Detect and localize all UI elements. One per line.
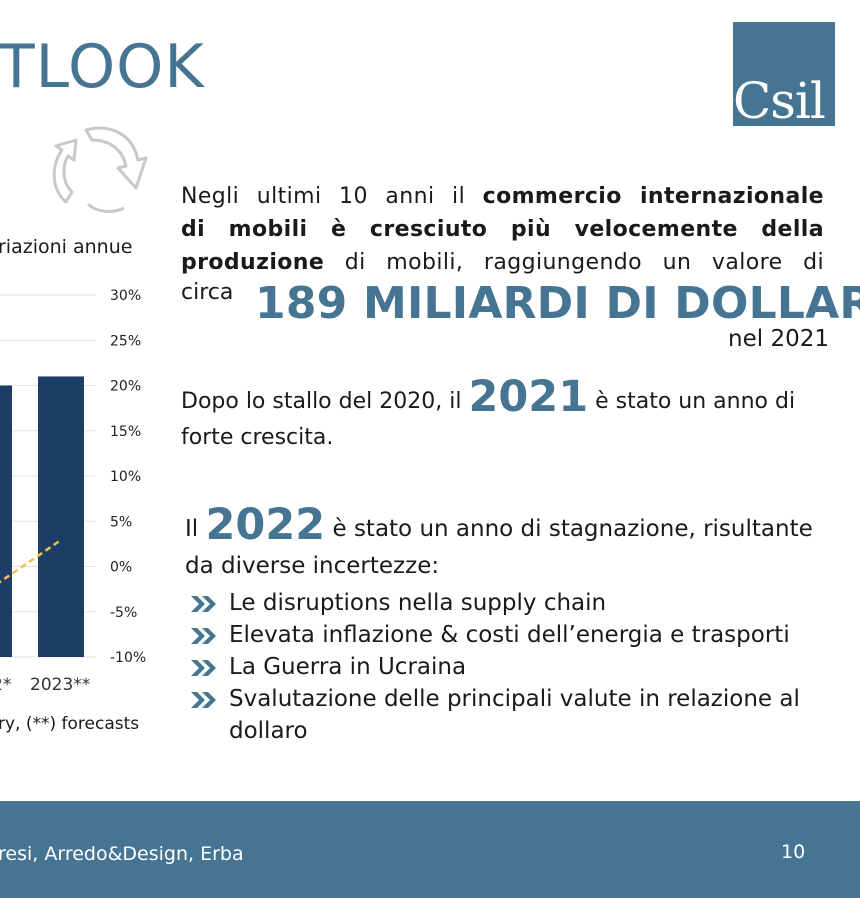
x-tick-label: 2*	[0, 675, 11, 695]
list-item: Svalutazione delle principali valute in …	[190, 683, 850, 747]
headline-value: 189 MILIARDI DI DOLLARI	[255, 278, 860, 329]
page-number: 10	[781, 841, 806, 863]
year-2021: 2021	[468, 372, 589, 422]
text-span: Negli ultimi 10 anni il	[181, 184, 483, 209]
list-item: Elevata inflazione & costi dell’energia …	[190, 619, 850, 651]
bold-span: commercio internazionale	[482, 184, 824, 209]
list-item: La Guerra in Ucraina	[190, 651, 850, 683]
paragraph-2022: Il 2022 è stato un anno di stagnazione, …	[185, 504, 845, 585]
list-item: Le disruptions nella supply chain	[190, 587, 850, 619]
y-tick-label: 5%	[110, 514, 132, 530]
double-chevron-icon	[191, 692, 216, 708]
slide-title: TLOOK	[0, 32, 205, 102]
year-2022: 2022	[205, 500, 326, 550]
chart-label: riazioni annue	[0, 236, 133, 258]
forecast-line	[0, 538, 63, 584]
bar-chart: 30% 25% 20% 15% 10% 5% 0% -5% -10% 2* 2023**	[0, 288, 146, 695]
bold-span: produzione	[181, 250, 325, 275]
text-span: Il	[185, 516, 206, 542]
bar	[38, 376, 84, 657]
y-tick-label: 0%	[110, 560, 132, 576]
double-chevron-icon	[191, 596, 216, 612]
chart-bars	[0, 376, 84, 657]
double-chevron-icon	[191, 628, 216, 644]
footer-text: resi, Arredo&Design, Erba	[0, 843, 244, 865]
y-tick-label: 10%	[110, 469, 141, 485]
text-span: di mobili, raggiungendo un valore di	[324, 250, 824, 275]
text-span: è stato un anno di stagnazione, risultan…	[185, 516, 813, 579]
uncertainty-list: Le disruptions nella supply chain Elevat…	[190, 587, 850, 747]
refresh-cycle-icon	[52, 126, 148, 213]
chart-footnote: ry, (**) forecasts	[0, 714, 140, 734]
y-tick-label: 25%	[110, 333, 141, 349]
paragraph-trade-growth: Negli ultimi 10 anni il commercio intern…	[181, 180, 824, 279]
logo-text: Csil	[733, 72, 826, 126]
y-tick-label: 20%	[110, 379, 141, 395]
text-span: è stato un anno di forte crescita.	[181, 389, 796, 450]
list-item-text: Le disruptions nella supply chain	[229, 590, 607, 616]
footer-bar: resi, Arredo&Design, Erba 10	[0, 801, 860, 898]
year-note: nel 2021	[728, 326, 829, 352]
double-chevron-icon	[191, 660, 216, 676]
chart-forecast-line	[0, 538, 63, 584]
list-item-text: Svalutazione delle principali valute in …	[229, 686, 800, 744]
y-tick-label: -10%	[110, 650, 146, 666]
x-tick-label: 2023**	[30, 675, 90, 695]
bold-span: di mobili è cresciuto più velocemente de…	[181, 217, 824, 242]
bar	[0, 385, 12, 657]
list-item-text: Elevata inflazione & costi dell’energia …	[229, 622, 790, 648]
csil-logo: Csil	[733, 22, 835, 126]
text-span: Dopo lo stallo del 2020, il	[181, 389, 469, 414]
chart-y-ticks: 30% 25% 20% 15% 10% 5% 0% -5% -10%	[110, 288, 146, 666]
y-tick-label: 30%	[110, 288, 141, 304]
y-tick-label: 15%	[110, 424, 141, 440]
circa-text: circa	[181, 280, 234, 305]
y-tick-label: -5%	[110, 605, 137, 621]
paragraph-2021: Dopo lo stallo del 2020, il 2021 è stato…	[181, 376, 821, 456]
chart-x-ticks: 2* 2023**	[0, 675, 90, 695]
list-item-text: La Guerra in Ucraina	[229, 654, 467, 680]
